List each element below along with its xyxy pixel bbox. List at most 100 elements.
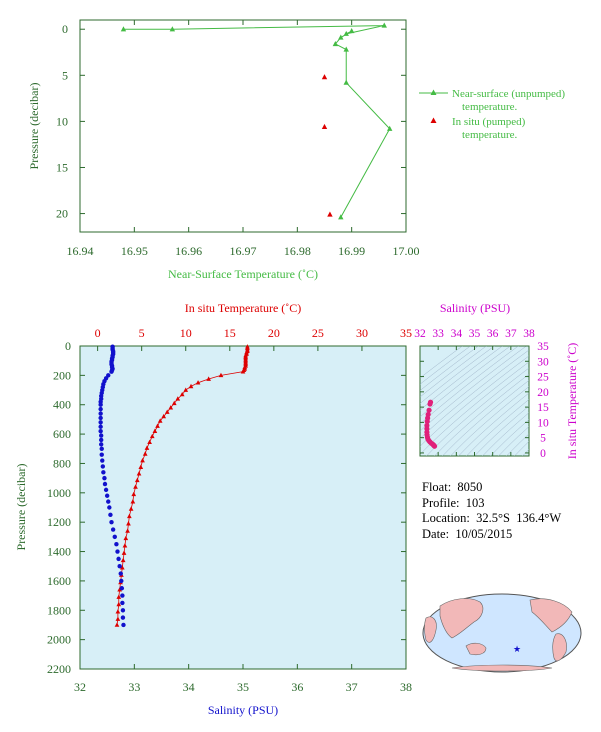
- density-contour-line: [506, 433, 529, 456]
- salinity-profile-point: [98, 420, 103, 425]
- salinity-profile-point: [98, 428, 103, 434]
- salinity-profile-point: [110, 527, 116, 532]
- ts-y-tick-label: 10: [537, 417, 549, 429]
- temperature-profile-point: [157, 418, 163, 423]
- salinity-profile-point: [102, 475, 107, 481]
- unpumped-temperature-point: [343, 79, 349, 85]
- profile-number: Profile: 103: [422, 495, 485, 510]
- temperature-profile-point: [123, 535, 129, 541]
- temperature-profile-point: [125, 528, 130, 533]
- unpumped-temperature-point: [348, 28, 355, 34]
- unpumped-temperature-point: [343, 30, 349, 36]
- depth-profile-panel: 0 5 10 15 20 25 30 35 32 33 34 35 36 37 38 0 200 400 600…: [14, 301, 412, 717]
- near-surface-ticks: [79, 20, 407, 232]
- salinity-profile-point: [98, 437, 104, 443]
- salinity-profile-point: [98, 424, 103, 429]
- salinity-axis-label: Salinity (PSU): [208, 703, 278, 717]
- legend-label-unpumped-line1: Near-surface (unpumped): [452, 88, 565, 100]
- y-tick-label: 10: [56, 114, 68, 128]
- near-surface-x-tick-labels: 16.94 16.95 16.96 16.97 16.98 16.99 17.00: [67, 244, 420, 258]
- near-surface-panel: 16.94 16.95 16.96 16.97 16.98 16.99 17.00 0 5 10…: [27, 19, 565, 281]
- temperature-profile-point: [171, 400, 177, 406]
- pumped-temperature-point: [321, 123, 328, 130]
- pressure-tick-label: 2200: [47, 662, 71, 676]
- salinity-tick-label: 35: [237, 680, 249, 694]
- temperature-profile-point: [121, 550, 127, 555]
- ts-y-tick-label: 0: [540, 448, 546, 460]
- ts-diagram-data: [424, 399, 438, 449]
- ts-y-tick-label: 25: [537, 372, 549, 384]
- legend-label-pumped-line1: In situ (pumped): [452, 116, 526, 128]
- y-tick-label: 5: [62, 68, 68, 82]
- ts-diagram-plot-area: [419, 345, 530, 457]
- near-surface-x-axis-label: Near-Surface Temperature (˚C): [168, 267, 318, 281]
- legend-label-unpumped-line2: temperature.: [462, 101, 518, 113]
- temperature-profile-point: [119, 565, 125, 570]
- ts-y-tick-label: 20: [537, 387, 549, 399]
- temperature-tick-label: 15: [224, 326, 236, 340]
- ts-x-tick-label: 37: [505, 328, 517, 340]
- salinity-profile-point: [118, 571, 123, 576]
- x-tick-label: 16.95: [121, 244, 148, 258]
- y-tick-label: 20: [56, 207, 68, 221]
- density-contour-line: [490, 419, 529, 456]
- pressure-tick-label: 0: [65, 339, 71, 353]
- salinity-tick-label: 32: [74, 680, 86, 694]
- density-contour-line: [420, 349, 529, 439]
- float-info-block: Float: 8050 Profile: 103 Location: 32.5°…: [422, 480, 561, 542]
- ts-salinity-tick-labels: 32 33 34 35 36 37 38: [414, 328, 535, 340]
- unpumped-temperature-point: [387, 125, 393, 131]
- unpumped-temperature-point: [338, 34, 344, 40]
- pressure-tick-label: 400: [53, 398, 71, 412]
- density-contour-line: [420, 346, 511, 418]
- temperature-tick-label: 10: [180, 326, 192, 340]
- pumped-temperature-point: [327, 211, 333, 217]
- salinity-profile-point: [100, 458, 105, 463]
- ts-point: [427, 401, 433, 407]
- legend-label-pumped-line2: temperature.: [462, 129, 518, 141]
- x-tick-label: 16.99: [338, 244, 365, 258]
- float-id: Float: 8050: [422, 480, 483, 494]
- ts-temperature-axis-label: In situ Temperature (˚C): [565, 343, 579, 460]
- pressure-tick-label: 1600: [47, 574, 71, 588]
- salinity-profile-point: [120, 593, 125, 598]
- map-land-north-america: [529, 598, 573, 633]
- temperature-profile-point: [161, 413, 167, 419]
- ts-x-tick-label: 35: [469, 328, 481, 340]
- density-contour-line: [498, 426, 529, 456]
- y-tick-label: 15: [56, 160, 68, 174]
- temperature-profile-point: [116, 594, 122, 599]
- x-tick-label: 16.98: [284, 244, 311, 258]
- density-contour-line: [522, 448, 529, 456]
- float-location: Location: 32.5°S 136.4°W: [422, 511, 562, 525]
- salinity-profile-point: [120, 608, 126, 613]
- temperature-profile-point: [155, 423, 160, 428]
- salinity-profile-point: [108, 512, 113, 518]
- salinity-profile-point: [117, 564, 122, 569]
- density-contour-line: [426, 367, 529, 456]
- pressure-tick-label: 800: [53, 456, 71, 470]
- salinity-tick-label: 38: [400, 680, 412, 694]
- density-contour-line: [434, 373, 529, 456]
- temperature-profile-point: [140, 457, 145, 463]
- temperature-profile-point: [195, 380, 201, 385]
- temperature-profile-point: [131, 491, 137, 497]
- temperature-profile-point: [134, 477, 140, 483]
- near-surface-legend: Near-surface (unpumped) temperature. In …: [419, 88, 565, 141]
- temperature-profile-point: [152, 428, 158, 433]
- temperature-profile-point: [127, 513, 132, 519]
- pressure-tick-labels: 0 200 400 600 800 1000 1200 1400 1600 1800 2000 220…: [47, 339, 71, 676]
- salinity-profile-point: [115, 549, 120, 554]
- pressure-tick-label: 1400: [47, 545, 71, 559]
- density-contour-line: [420, 346, 527, 432]
- temperature-profile-point: [115, 609, 121, 614]
- salinity-profile-point: [98, 406, 103, 412]
- unpumped-temperature-point: [332, 40, 339, 47]
- salinity-profile-point: [99, 452, 104, 457]
- density-contour-line: [514, 441, 529, 456]
- x-tick-label: 16.97: [230, 244, 257, 258]
- density-contour-line: [420, 346, 487, 398]
- temperature-tick-label: 5: [139, 326, 145, 340]
- density-contour-line: [420, 355, 529, 447]
- map-land-africa: [424, 616, 437, 643]
